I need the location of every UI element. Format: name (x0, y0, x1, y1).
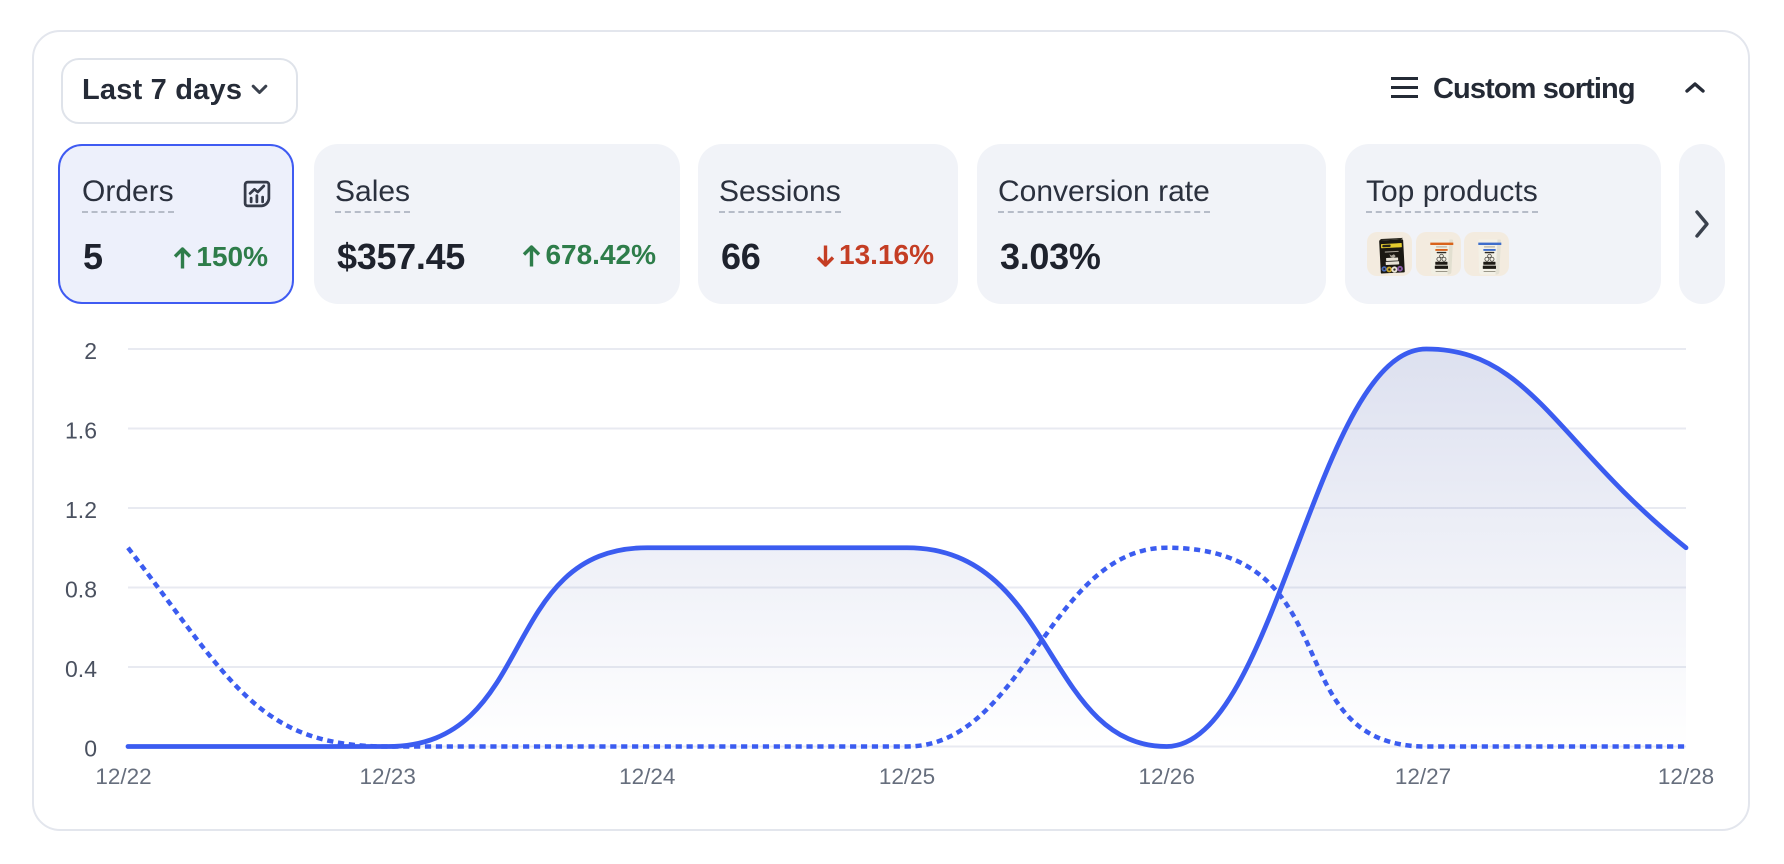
svg-text:12/23: 12/23 (360, 764, 416, 789)
svg-text:0.4: 0.4 (65, 656, 97, 682)
svg-text:2: 2 (84, 338, 97, 364)
svg-text:12/27: 12/27 (1395, 764, 1451, 789)
svg-text:12/28: 12/28 (1658, 764, 1714, 789)
svg-text:0.8: 0.8 (65, 577, 97, 603)
svg-text:12/22: 12/22 (95, 764, 151, 789)
svg-text:12/25: 12/25 (879, 764, 935, 789)
svg-text:1.6: 1.6 (65, 418, 97, 444)
svg-text:1.2: 1.2 (65, 497, 97, 523)
svg-text:12/26: 12/26 (1139, 764, 1195, 789)
svg-text:12/24: 12/24 (619, 764, 675, 789)
svg-text:0: 0 (84, 736, 97, 762)
